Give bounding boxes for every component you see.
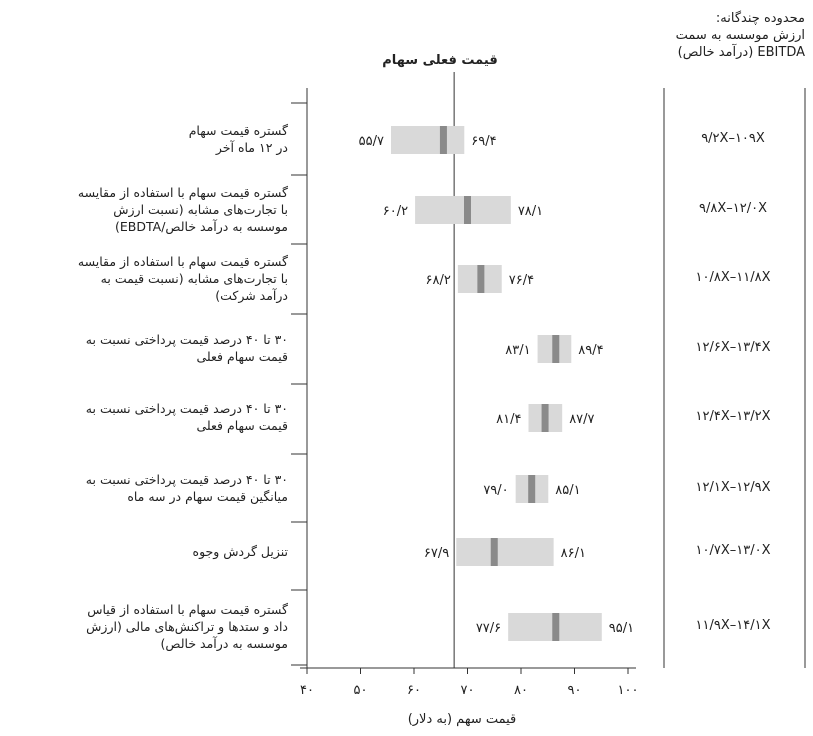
midpoint-marker (477, 265, 485, 293)
x-tick-label: ۶۰ (407, 683, 421, 698)
row-label-line: گستره قیمت سهام با استفاده از قیاس (87, 601, 288, 617)
high-value-label: ۸۵/۱ (555, 483, 580, 498)
multiple-range: ۱۱/۹X–۱۴/۱X (695, 618, 771, 633)
high-value-label: ۸۹/۴ (578, 343, 603, 358)
row-label-line: گستره قیمت سهام (188, 123, 288, 138)
row-label-line: ۳۰ تا ۴۰ درصد قیمت پرداختی نسبت به (85, 332, 288, 347)
range-bar (415, 196, 511, 224)
grid-lines (291, 72, 806, 668)
row-label-line: قیمت سهام فعلی (196, 349, 288, 364)
multiple-range: ۱۲/۱X–۱۲/۹X (695, 480, 771, 495)
multiples-header-line-1: محدوده چندگانه: (715, 11, 805, 26)
row-label-line: موسسه به درآمد خالص) (160, 635, 288, 651)
high-value-label: ۹۵/۱ (609, 621, 634, 636)
midpoint-marker (528, 475, 536, 503)
row-label-line: قیمت سهام فعلی (196, 418, 288, 433)
row-label-line: با تجارت‌های مشابه (نسبت ارزش (113, 201, 288, 217)
multiples-header: محدوده چندگانه: ارزش موسسه به سمت EBITDA… (625, 10, 805, 61)
row-label-line: گستره قیمت سهام با استفاده از مقایسه (77, 253, 288, 269)
x-tick-label: ۴۰ (300, 683, 314, 698)
low-value-label: ۷۹/۰ (483, 483, 508, 498)
midpoint-marker (439, 126, 447, 154)
row-label: گستره قیمت سهام با استفاده از مقایسه با ت… (0, 253, 288, 304)
x-axis: ۴۰ ۵۰ ۶۰ ۷۰ ۸۰ ۹۰ ۱۰۰ (300, 667, 639, 698)
multiple-range: ۹/۸X–۱۲/۰X (699, 201, 767, 216)
row-label: ۳۰ تا ۴۰ درصد قیمت پرداختی نسبت به قیمت س… (0, 331, 288, 365)
row-label: گستره قیمت سهام با استفاده از مقایسه با ت… (0, 184, 288, 235)
high-value-label: ۶۹/۴ (471, 134, 496, 149)
low-value-label: ۷۷/۶ (476, 621, 501, 636)
multiple-range: ۱۰/۸X–۱۱/۸X (695, 270, 771, 285)
row-label-line: تنزیل گردش وجوه (192, 543, 288, 559)
range-bars: ۵۵/۷ ۶۹/۴ ۶۰/۲ ۷۸/۱ ۶۸/۲ ۷۶/۴ ۸۳/۱ ۸۹/۴ ۸۱/۴ ۸۷/۷… (359, 126, 634, 641)
multiple-range: ۱۰/۷X–۱۳/۰X (695, 543, 771, 558)
x-tick-label: ۸۰ (514, 683, 528, 698)
row-label-line: داد و ستدها و تراکنش‌های مالی (ارزش (86, 618, 288, 634)
x-tick-label: ۹۰ (568, 683, 582, 698)
midpoint-marker (552, 335, 560, 363)
row-label: گستره قیمت سهام در ۱۲ ماه آخر (0, 122, 288, 156)
row-label-line: درآمد شرکت) (215, 287, 288, 303)
multiples-header-line-2: ارزش موسسه به سمت (675, 28, 805, 43)
multiple-range: ۱۲/۶X–۱۳/۴X (695, 340, 771, 355)
low-value-label: ۵۵/۷ (359, 134, 384, 149)
row-label-line: موسسه به درآمد خالص/EBDTA) (114, 218, 288, 234)
row-label-line: ۳۰ تا ۴۰ درصد قیمت پرداختی نسبت به (85, 401, 288, 416)
multiples-header-line-3: EBITDA (درآمد خالص) (677, 45, 805, 60)
midpoint-marker (541, 404, 549, 432)
row-label-line: ۳۰ تا ۴۰ درصد قیمت پرداختی نسبت به (85, 472, 288, 487)
multiple-range: ۹/۲X–۱۰۹X (701, 131, 765, 146)
low-value-label: ۶۰/۲ (383, 204, 408, 219)
low-value-label: ۶۸/۲ (426, 273, 451, 288)
midpoint-marker (464, 196, 471, 224)
row-label-line: در ۱۲ ماه آخر (215, 140, 288, 155)
high-value-label: ۸۷/۷ (569, 412, 594, 427)
multiple-range: ۱۲/۴X–۱۳/۲X (695, 409, 771, 424)
high-value-label: ۷۸/۱ (518, 204, 543, 219)
range-bar (456, 538, 554, 566)
x-tick-label: ۷۰ (461, 683, 475, 698)
x-axis-label: قیمت سهم (به دلار) (408, 712, 517, 727)
row-label: تنزیل گردش وجوه (0, 543, 288, 560)
row-label: ۳۰ تا ۴۰ درصد قیمت پرداختی نسبت به قیمت س… (0, 400, 288, 434)
row-label: گستره قیمت سهام با استفاده از قیاس داد و … (0, 601, 288, 652)
low-value-label: ۸۳/۱ (505, 343, 530, 358)
row-label: ۳۰ تا ۴۰ درصد قیمت پرداختی نسبت به میانگی… (0, 471, 288, 505)
midpoint-marker (490, 538, 498, 566)
x-tick-label: ۵۰ (354, 683, 368, 698)
midpoint-marker (552, 613, 560, 641)
row-label-line: گستره قیمت سهام با استفاده از مقایسه (77, 184, 288, 200)
range-bar (390, 126, 465, 154)
high-value-label: ۸۶/۱ (561, 546, 586, 561)
low-value-label: ۸۱/۴ (496, 412, 521, 427)
row-label-line: میانگین قیمت سهام در سه ماه (127, 489, 288, 504)
row-label-line: با تجارت‌های مشابه (نسبت قیمت به (100, 270, 288, 286)
low-value-label: ۶۷/۹ (424, 546, 449, 561)
high-value-label: ۷۶/۴ (509, 273, 534, 288)
chart-title: قیمت فعلی سهام (382, 53, 497, 68)
x-tick-label: ۱۰۰ (618, 683, 639, 698)
